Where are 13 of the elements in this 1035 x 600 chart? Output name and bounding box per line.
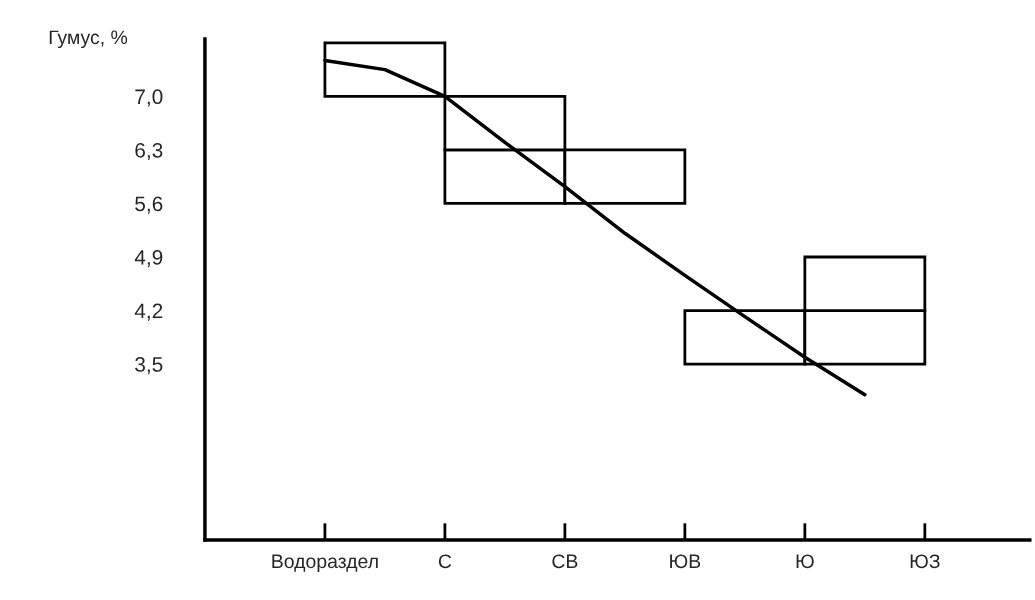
x-tick-label: С xyxy=(438,554,452,569)
y-tick-label: 4,9 xyxy=(134,249,163,268)
y-tick-label: 7,0 xyxy=(135,89,163,107)
y-tick-label: 4,2 xyxy=(134,303,163,321)
y-tick-label: 5,6 xyxy=(135,196,163,214)
x-tick-label: Водораздел xyxy=(272,554,378,573)
y-axis-title: Гумус, % xyxy=(49,30,128,49)
y-tick-label: 3,5 xyxy=(135,357,163,375)
x-tick-label: СВ xyxy=(552,554,578,569)
x-tick-label: ЮВ xyxy=(670,554,701,569)
y-tick-label: 6,3 xyxy=(135,142,163,161)
x-tick-label: ЮЗ xyxy=(910,554,940,569)
x-tick-label: Ю xyxy=(796,554,814,569)
